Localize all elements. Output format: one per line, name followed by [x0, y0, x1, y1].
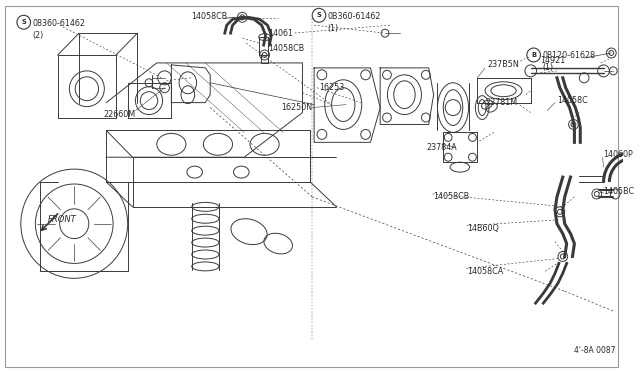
Text: 16253: 16253 — [319, 83, 344, 92]
Text: (1): (1) — [328, 24, 339, 33]
Text: 23784A: 23784A — [427, 143, 458, 152]
Text: 22660M: 22660M — [104, 110, 136, 119]
Text: 4'-8A 0087: 4'-8A 0087 — [575, 346, 616, 355]
Text: 16250N: 16250N — [281, 103, 312, 112]
FancyBboxPatch shape — [5, 6, 618, 367]
Text: 14061: 14061 — [269, 29, 294, 38]
Text: 14058CB: 14058CB — [191, 12, 227, 21]
Text: 0B360-61462: 0B360-61462 — [328, 12, 381, 21]
Text: S: S — [21, 19, 26, 25]
Text: 14058C: 14058C — [557, 96, 588, 105]
Text: 14058CA: 14058CA — [468, 267, 504, 276]
Text: 14060P: 14060P — [604, 150, 634, 159]
Text: 237B5N: 237B5N — [487, 60, 519, 70]
Bar — [259, 37, 269, 55]
Text: 23781M: 23781M — [485, 98, 517, 107]
Text: 14058CB: 14058CB — [433, 192, 470, 201]
Text: 08360-61462: 08360-61462 — [33, 19, 86, 28]
Text: FRONT: FRONT — [48, 215, 77, 224]
Text: 14058CB: 14058CB — [269, 44, 305, 52]
Text: S: S — [317, 12, 321, 18]
Text: 14B60Q: 14B60Q — [468, 224, 499, 233]
Text: 1405BC: 1405BC — [604, 187, 635, 196]
Text: 14921: 14921 — [540, 57, 566, 65]
Text: 08120-61628: 08120-61628 — [542, 51, 595, 61]
Text: B: B — [531, 52, 536, 58]
Text: (1): (1) — [542, 63, 554, 73]
Text: (2): (2) — [33, 31, 44, 40]
